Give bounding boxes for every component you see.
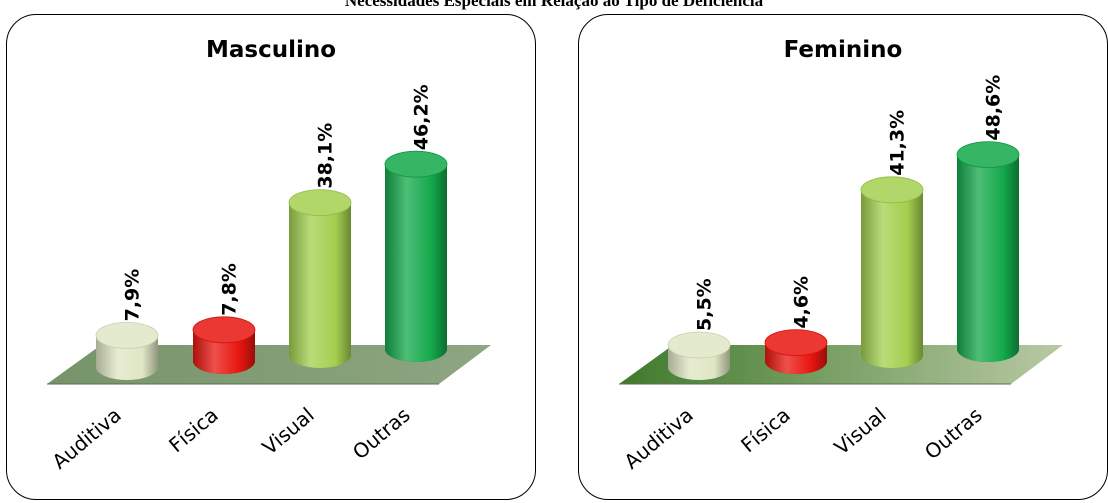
value-label: 41,3%: [887, 110, 909, 176]
value-label: 38,1%: [315, 123, 337, 189]
chart-svg-masculino: 7,9% Auditiva 7,8% Física 38,1% Visual 46,2% Ou…: [47, 84, 491, 474]
category-label: Física: [736, 403, 795, 458]
chart-panel-feminino: Feminino 5,5% Auditiva 4,6% Física 41,3% Visu…: [578, 14, 1108, 500]
category-label: Visual: [830, 403, 891, 460]
category-label: Física: [164, 403, 223, 458]
page-title: Necessidades Especiais em Relação ao Tip…: [344, 0, 764, 10]
category-label: Auditiva: [47, 403, 125, 474]
value-label: 48,6%: [983, 75, 1005, 141]
bar-visual: [860, 176, 924, 368]
value-label: 5,5%: [694, 278, 716, 331]
chart-panel-masculino: Masculino 7,9% Auditiva 7,8% Física 38,1% Vis…: [6, 14, 536, 500]
value-label: 7,9%: [122, 269, 144, 322]
category-label: Outras: [920, 403, 987, 465]
value-label: 7,8%: [219, 263, 241, 316]
bar-auditiva: [95, 321, 159, 380]
chart-title: Feminino: [783, 37, 903, 63]
chart-title: Masculino: [205, 37, 337, 63]
bar-visual: [288, 189, 352, 368]
category-label: Auditiva: [619, 403, 697, 474]
bar-fisica: [192, 316, 256, 374]
value-label: 46,2%: [411, 84, 433, 150]
bar-outras: [956, 141, 1020, 362]
category-label: Visual: [258, 403, 319, 460]
chart-svg-feminino: 5,5% Auditiva 4,6% Física 41,3% Visual 48,6% Ou…: [619, 75, 1063, 474]
value-label: 4,6%: [791, 276, 813, 329]
bar-fisica: [764, 329, 828, 374]
category-label: Outras: [348, 403, 415, 465]
bar-auditiva: [667, 331, 731, 380]
bar-outras: [384, 150, 448, 362]
